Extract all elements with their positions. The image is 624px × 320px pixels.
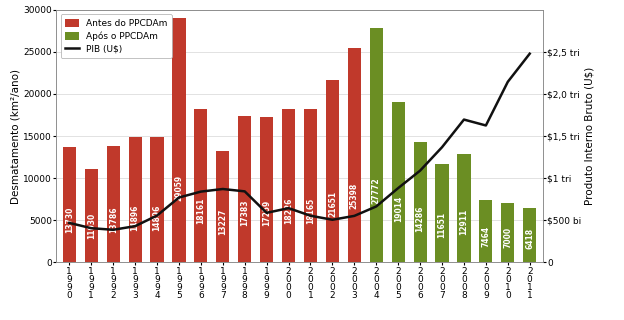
Text: 7464: 7464 bbox=[481, 226, 490, 247]
Text: 25398: 25398 bbox=[350, 183, 359, 209]
Bar bbox=[260, 117, 273, 262]
Text: 14286: 14286 bbox=[416, 206, 424, 232]
Text: 29059: 29059 bbox=[175, 175, 183, 201]
Bar bbox=[392, 102, 405, 262]
Text: 18226: 18226 bbox=[284, 198, 293, 224]
Bar bbox=[369, 28, 383, 262]
Bar bbox=[282, 109, 295, 262]
Text: 17383: 17383 bbox=[240, 199, 249, 226]
Text: 18165: 18165 bbox=[306, 198, 315, 224]
Y-axis label: Desmatamento (km²/ano): Desmatamento (km²/ano) bbox=[11, 68, 21, 204]
Text: 14896: 14896 bbox=[152, 205, 162, 231]
Text: 19014: 19014 bbox=[394, 196, 402, 222]
Bar bbox=[457, 154, 470, 262]
Bar bbox=[150, 137, 163, 262]
Bar bbox=[326, 80, 339, 262]
Text: 11651: 11651 bbox=[437, 212, 447, 238]
Text: 27772: 27772 bbox=[372, 177, 381, 204]
Text: 6418: 6418 bbox=[525, 228, 534, 249]
Bar bbox=[194, 109, 207, 262]
Text: 13730: 13730 bbox=[65, 207, 74, 234]
Bar bbox=[216, 151, 230, 262]
Bar bbox=[172, 18, 185, 262]
Bar bbox=[129, 137, 142, 262]
Bar bbox=[304, 109, 317, 262]
Text: 21651: 21651 bbox=[328, 191, 337, 217]
Bar bbox=[414, 142, 427, 262]
Text: 17259: 17259 bbox=[262, 200, 271, 226]
Bar bbox=[348, 48, 361, 262]
Y-axis label: Produto Interno Bruto (U$): Produto Interno Bruto (U$) bbox=[584, 67, 594, 205]
Legend: Antes do PPCDAm, Após o PPCDAm, PIB (U$): Antes do PPCDAm, Após o PPCDAm, PIB (U$) bbox=[61, 14, 172, 58]
Bar bbox=[523, 208, 536, 262]
Bar bbox=[479, 199, 492, 262]
Bar bbox=[238, 116, 251, 262]
Text: 12911: 12911 bbox=[459, 209, 469, 235]
Text: 7000: 7000 bbox=[504, 227, 512, 248]
Text: 14896: 14896 bbox=[130, 205, 140, 231]
Bar bbox=[501, 204, 514, 262]
Bar bbox=[85, 170, 98, 262]
Text: 11030: 11030 bbox=[87, 213, 95, 239]
Text: 18161: 18161 bbox=[197, 198, 205, 224]
Text: 13786: 13786 bbox=[109, 207, 118, 233]
Text: 13227: 13227 bbox=[218, 208, 227, 235]
Bar bbox=[436, 164, 449, 262]
Bar bbox=[107, 146, 120, 262]
Bar bbox=[63, 147, 76, 262]
